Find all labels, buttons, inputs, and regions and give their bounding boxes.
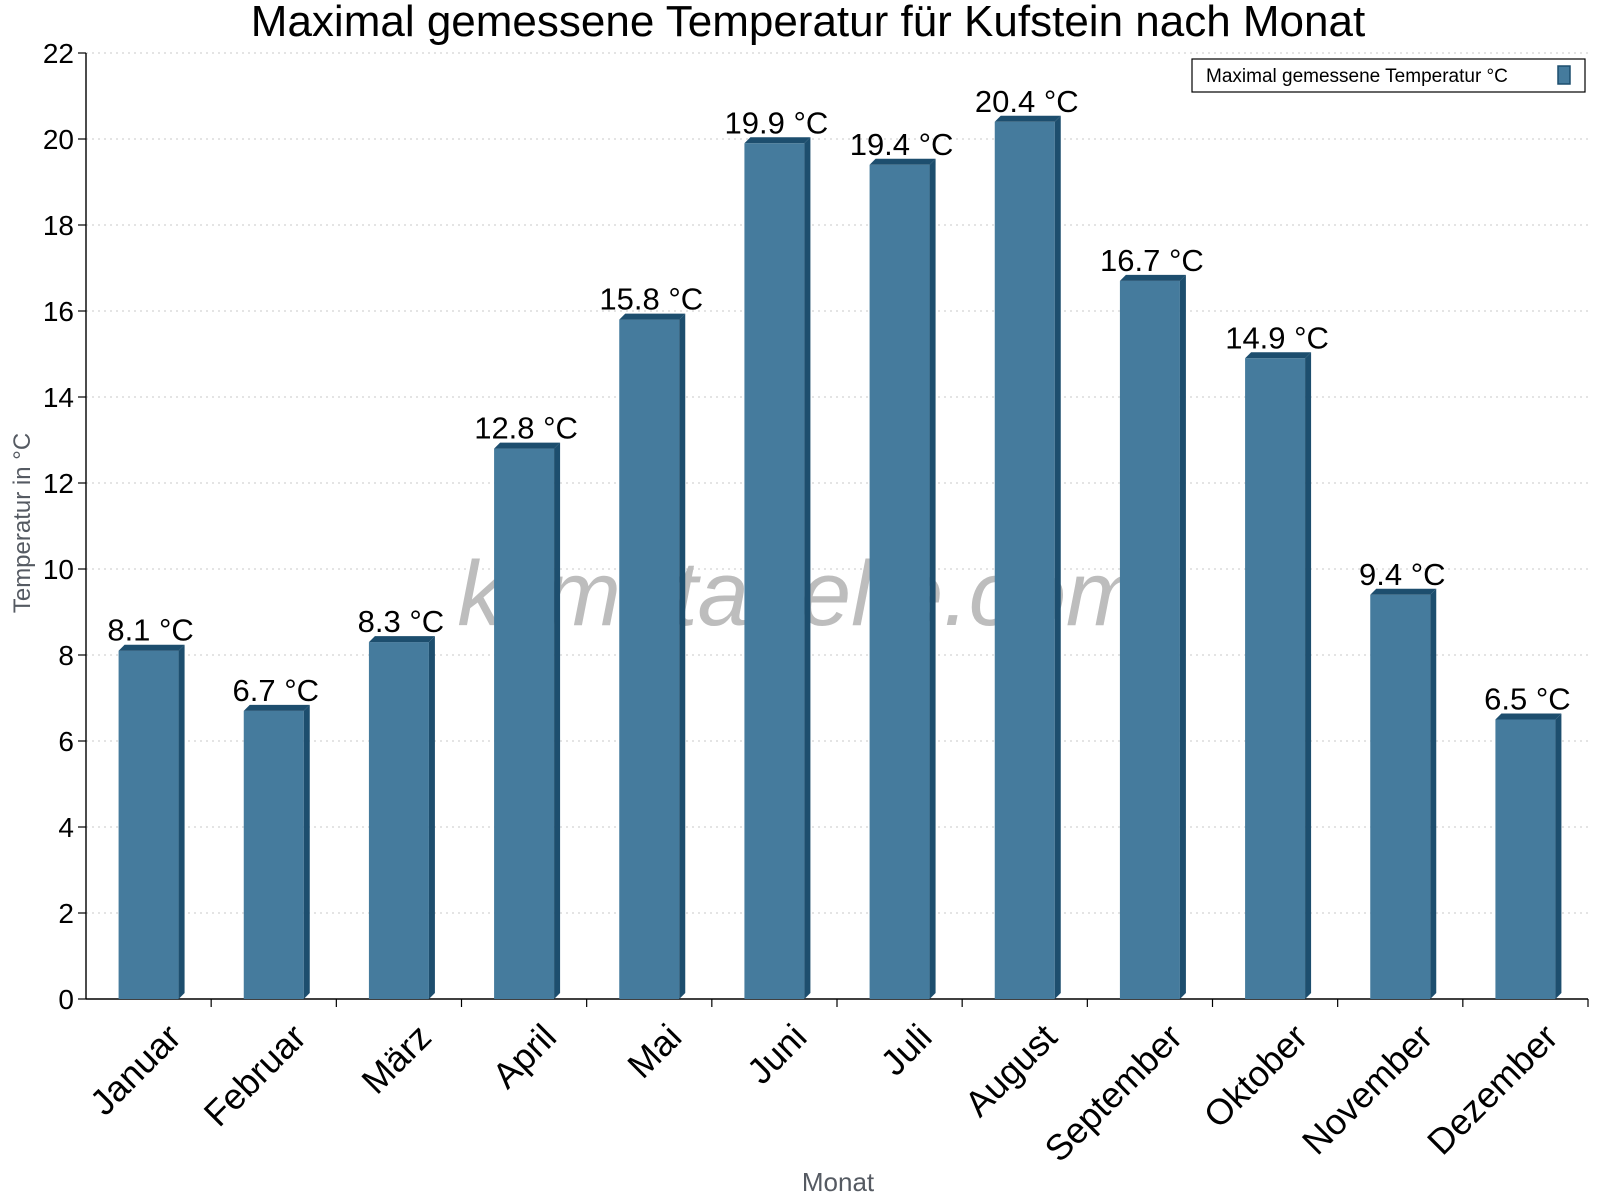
bar-value-label: 15.8 °C [599, 282, 703, 317]
x-tick-label: Februar [196, 1016, 314, 1134]
bar-top [619, 313, 686, 320]
bar-top [1370, 588, 1437, 595]
y-tick-label: 6 [58, 726, 74, 757]
bar [1119, 274, 1186, 999]
bar-face [494, 448, 555, 1000]
bar [243, 704, 310, 999]
bar-face [1495, 719, 1556, 999]
x-tick-label: November [1294, 1016, 1440, 1162]
bar-face [118, 650, 179, 999]
bar-value-label: 19.9 °C [725, 105, 829, 140]
bar-top [1495, 713, 1562, 720]
x-axis-label: Monat [802, 1167, 875, 1197]
x-tick-label: Juni [739, 1016, 815, 1092]
bar-side [178, 644, 185, 999]
x-tick-label: September [1036, 1016, 1190, 1170]
bar [994, 115, 1061, 1000]
bar-value-label: 20.4 °C [975, 84, 1079, 119]
legend-box [1191, 58, 1586, 93]
x-tick-label: März [353, 1016, 439, 1102]
bar-value-label: 12.8 °C [474, 411, 578, 446]
legend-label: Maximal gemessene Temperatur °C [1206, 66, 1508, 87]
bar-value-label: 8.1 °C [107, 613, 194, 648]
y-tick-label: 12 [43, 468, 74, 499]
bar-top [118, 644, 185, 651]
y-tick-label: 20 [43, 124, 74, 155]
x-tick-label: Juli [872, 1016, 939, 1083]
bar [368, 636, 435, 999]
x-tick-label: Oktober [1196, 1016, 1316, 1136]
bar-value-label: 8.3 °C [358, 604, 445, 639]
y-tick-label: 18 [43, 210, 74, 241]
bar-face [243, 710, 304, 999]
grid-lines [86, 52, 1588, 914]
y-axis-label: Temperatur in °C [9, 433, 36, 613]
legend-swatch [1557, 65, 1571, 85]
y-tick-label: 4 [58, 812, 74, 843]
x-tick-label: Dezember [1419, 1016, 1565, 1162]
x-tick-label: Mai [619, 1016, 689, 1086]
bar-face [368, 642, 429, 999]
bar-side [929, 158, 936, 1000]
bar-side [804, 137, 811, 1000]
bar [619, 313, 686, 1000]
bar-top [869, 158, 936, 165]
bar [1370, 588, 1437, 999]
x-tick-label: April [484, 1016, 564, 1096]
bar-face [994, 121, 1055, 1000]
bar-face [869, 164, 930, 1000]
bar-side [1305, 352, 1312, 999]
bar-top [994, 115, 1061, 122]
bars: 8.1 °C 6.7 °C 8.3 °C 12.8 °C 15.8 °C 19.9 °C 1… [107, 84, 1571, 1000]
bar [494, 442, 561, 1000]
bar-top [494, 442, 561, 449]
x-tick-label: August [957, 1016, 1065, 1124]
bar-side [428, 636, 435, 999]
bar-value-label: 9.4 °C [1359, 557, 1446, 592]
bar-top [1119, 274, 1186, 281]
x-tick-label: Januar [82, 1016, 189, 1123]
bar-value-label: 6.5 °C [1484, 682, 1571, 717]
chart-title: Maximal gemessene Temperatur für Kufstei… [251, 0, 1365, 46]
bar-side [1555, 713, 1562, 999]
bar [869, 158, 936, 1000]
bar-value-label: 14.9 °C [1225, 320, 1329, 355]
bar-face [1119, 280, 1180, 999]
bar-face [744, 143, 805, 1000]
y-axis-ticks: 0 2 4 6 8 10 12 14 16 18 20 22 [43, 38, 86, 1015]
bar-face [619, 319, 680, 1000]
bar-side [554, 442, 561, 1000]
bar [118, 644, 185, 999]
bar-value-label: 16.7 °C [1100, 243, 1204, 278]
bar-side [1430, 588, 1437, 999]
bar-top [1245, 352, 1312, 359]
axes [85, 53, 1589, 1007]
bar [1495, 713, 1562, 999]
bar [1245, 352, 1312, 999]
bar [744, 137, 811, 1000]
bar-top [243, 704, 310, 711]
bar-side [1054, 115, 1061, 1000]
bar-top [368, 636, 435, 643]
y-tick-label: 14 [43, 382, 74, 413]
bar-value-label: 6.7 °C [233, 673, 320, 708]
x-axis-ticks: Januar Februar März April Mai Juni Juli AugustS… [82, 1016, 1566, 1170]
bar-face [1245, 358, 1306, 999]
y-tick-label: 2 [58, 898, 74, 929]
y-tick-label: 8 [58, 640, 74, 671]
y-tick-label: 0 [58, 984, 74, 1015]
y-tick-label: 16 [43, 296, 74, 327]
y-tick-label: 22 [43, 38, 74, 69]
bar-face [1370, 594, 1431, 999]
bar-side [679, 313, 686, 1000]
legend: Maximal gemessene Temperatur °C [1191, 58, 1586, 93]
bar-value-label: 19.4 °C [850, 127, 954, 162]
bar-top [744, 137, 811, 144]
y-tick-label: 10 [43, 554, 74, 585]
bar-side [1179, 274, 1186, 999]
bar-side [303, 704, 310, 999]
